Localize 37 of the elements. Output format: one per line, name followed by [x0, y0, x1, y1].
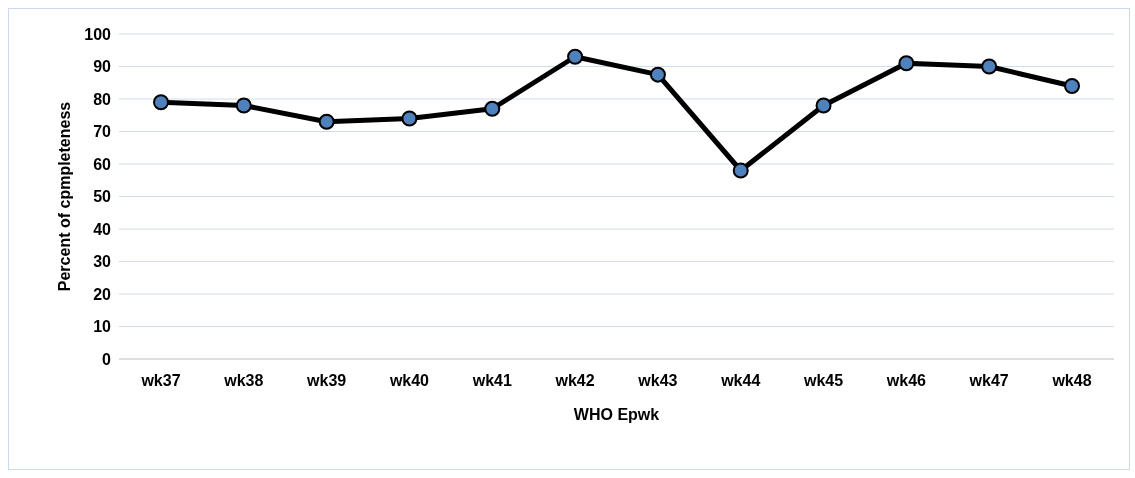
x-tick-label: wk42 — [554, 372, 595, 390]
y-tick-label: 40 — [93, 220, 112, 238]
y-tick-label: 30 — [93, 253, 112, 271]
x-tick-label: wk47 — [968, 372, 1009, 390]
point — [235, 97, 252, 114]
point — [567, 48, 584, 65]
point — [981, 58, 998, 75]
y-tick-label: 90 — [93, 58, 112, 76]
x-tick-label: wk37 — [140, 372, 181, 390]
point — [732, 162, 749, 179]
point — [153, 94, 169, 111]
x-tick-label: wk48 — [1051, 372, 1092, 390]
point — [484, 100, 501, 117]
point — [815, 97, 832, 114]
point — [898, 55, 915, 72]
x-axis-title: WHO Epwk — [573, 406, 660, 424]
y-tick-label: 0 — [102, 350, 112, 368]
y-tick-label: 10 — [93, 318, 112, 336]
y-tick-label: 60 — [93, 155, 112, 173]
x-tick-label: wk46 — [885, 372, 927, 390]
point — [401, 110, 418, 127]
y-tick-label: 50 — [93, 188, 112, 206]
point — [1064, 78, 1080, 94]
x-tick-label: wk40 — [388, 372, 430, 390]
y-tick-label: 100 — [84, 25, 112, 43]
x-tick-label: wk38 — [223, 372, 264, 390]
point — [318, 113, 335, 130]
y-axis-title: Percent of cpmpleteness — [55, 101, 73, 292]
x-tick-label: wk44 — [720, 372, 761, 390]
x-tick-label: wk39 — [306, 372, 347, 390]
x-tick-label: wk41 — [471, 372, 512, 390]
y-tick-label: 20 — [93, 285, 112, 303]
x-tick-label: wk43 — [637, 372, 678, 390]
y-tick-label: 70 — [93, 123, 112, 141]
point — [649, 66, 666, 83]
y-tick-label: 80 — [93, 90, 112, 108]
x-tick-label: wk45 — [802, 372, 844, 390]
